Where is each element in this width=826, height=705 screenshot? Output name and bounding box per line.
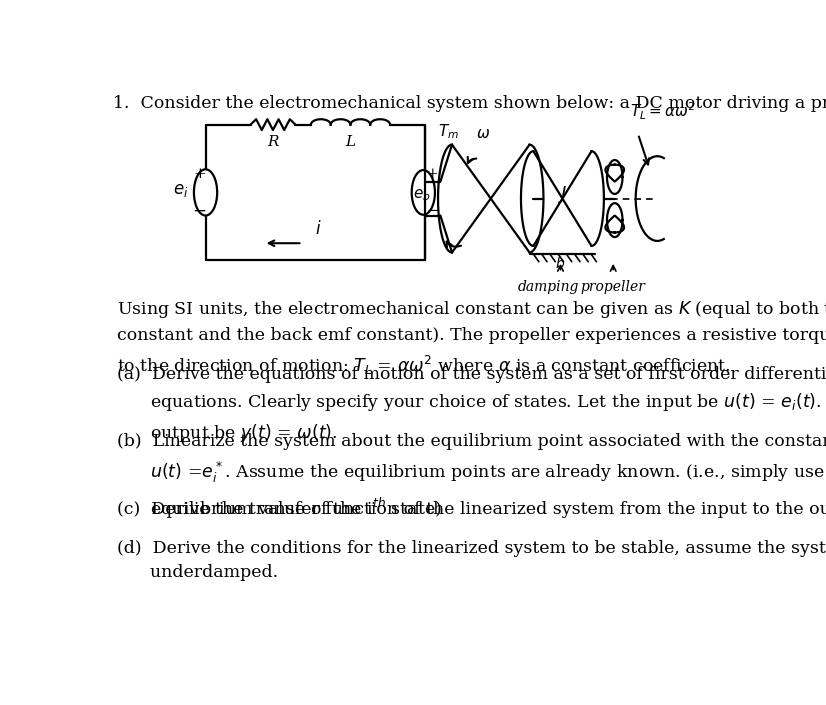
- Text: −: −: [192, 202, 206, 219]
- Text: $e_b$: $e_b$: [413, 187, 430, 202]
- Text: L: L: [345, 135, 355, 149]
- Text: 1.  Consider the electromechanical system shown below: a DC motor driving a prop: 1. Consider the electromechanical system…: [113, 95, 826, 112]
- Text: damping: damping: [518, 280, 580, 294]
- Text: (a)  Derive the equations of motion of the system as a set of first order differ: (a) Derive the equations of motion of th…: [117, 366, 826, 444]
- Text: $b$: $b$: [555, 256, 566, 271]
- Text: +: +: [427, 167, 439, 181]
- Text: (b)  Linearize the system about the equilibrium point associated with the consta: (b) Linearize the system about the equil…: [117, 434, 826, 521]
- Text: $\omega$: $\omega$: [476, 127, 490, 141]
- Text: $T_m$: $T_m$: [438, 122, 458, 141]
- Text: −: −: [426, 204, 439, 218]
- Text: R: R: [268, 135, 278, 149]
- Text: Using SI units, the electromechanical constant can be given as $K$ (equal to bot: Using SI units, the electromechanical co…: [117, 299, 826, 377]
- Text: (c)  Derive the transfer function of the linearized system from the input to the: (c) Derive the transfer function of the …: [117, 501, 826, 518]
- Text: $i$: $i$: [315, 221, 321, 238]
- Text: $J$: $J$: [558, 184, 567, 205]
- Text: +: +: [193, 167, 206, 181]
- Text: (d)  Derive the conditions for the linearized system to be stable, assume the sy: (d) Derive the conditions for the linear…: [117, 539, 826, 581]
- Text: $T_L = \alpha\omega^2$: $T_L = \alpha\omega^2$: [630, 100, 696, 121]
- Text: propeller: propeller: [581, 280, 646, 294]
- Text: $e_i$: $e_i$: [173, 182, 188, 199]
